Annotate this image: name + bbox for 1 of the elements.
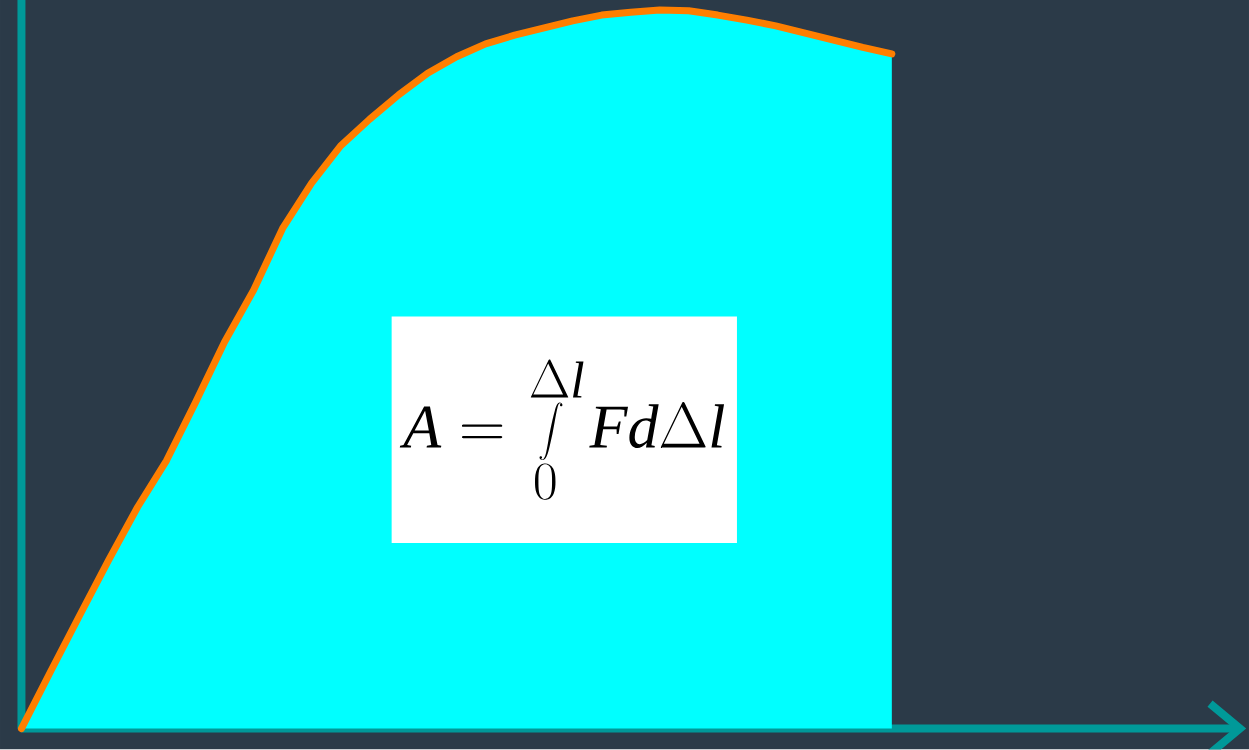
annotation: $A=\int\limits_{0}^{\Delta l}Fd\Delta l$ [399,359,725,500]
